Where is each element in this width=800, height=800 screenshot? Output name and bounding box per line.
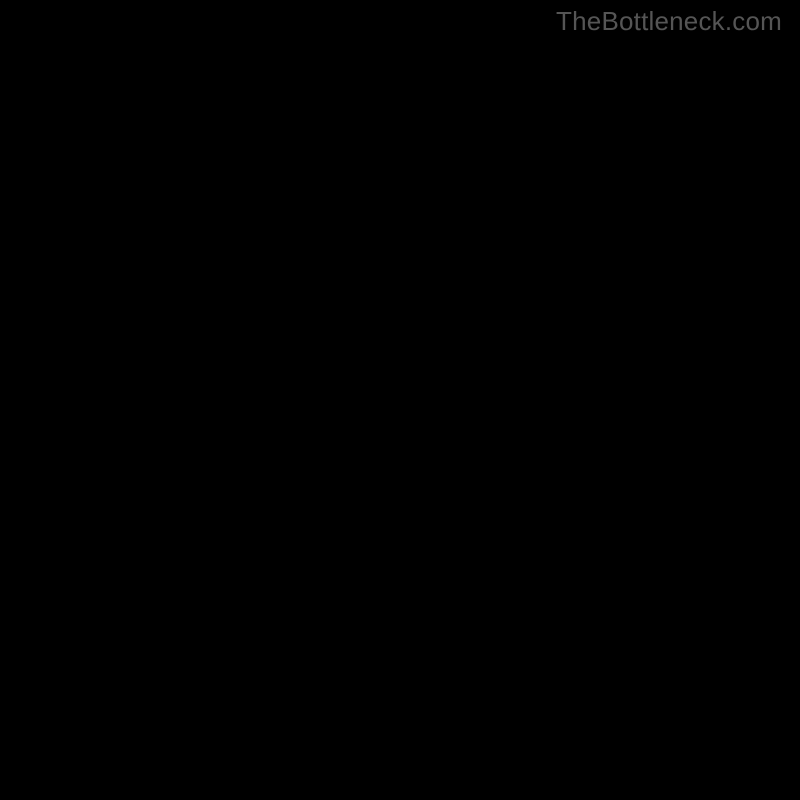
bottleneck-heatmap — [0, 0, 800, 800]
chart-container: TheBottleneck.com — [0, 0, 800, 800]
watermark-text: TheBottleneck.com — [556, 6, 782, 37]
